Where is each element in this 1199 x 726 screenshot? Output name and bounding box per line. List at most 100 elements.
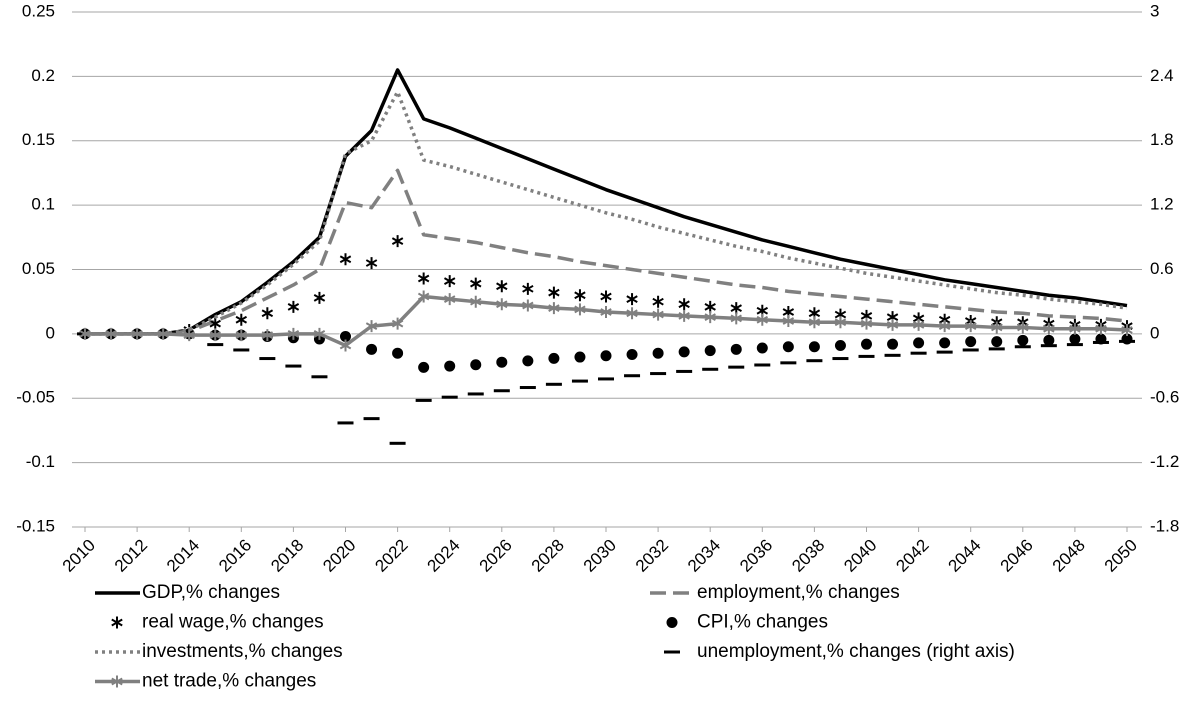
marker [808, 316, 821, 329]
marker [287, 327, 300, 340]
y2-tick-label: -1.8 [1150, 516, 1179, 535]
series-line [85, 90, 1128, 336]
x-tick-label: 2038 [788, 536, 828, 576]
marker [209, 317, 221, 330]
marker [131, 327, 143, 340]
marker [443, 359, 457, 373]
marker [600, 305, 612, 318]
marker [1095, 322, 1107, 335]
legend-swatch [665, 616, 679, 629]
x-tick-label: 2032 [632, 536, 672, 576]
marker [235, 313, 248, 326]
marker [287, 300, 300, 313]
y2-tick-label: 2.4 [1150, 66, 1174, 85]
marker [521, 354, 535, 368]
marker [470, 277, 482, 290]
marker [1119, 339, 1135, 343]
marker [964, 335, 978, 349]
legend: GDP,% changes employment,% changes real wa… [95, 582, 1015, 692]
marker [311, 375, 328, 379]
marker [548, 286, 560, 299]
marker [313, 327, 326, 340]
marker [496, 298, 508, 311]
x-tick-label: 2048 [1049, 536, 1089, 576]
marker [391, 346, 405, 360]
marker [834, 316, 847, 329]
x-tick-label: 2024 [424, 536, 464, 576]
marker [676, 369, 693, 373]
marker [545, 382, 562, 386]
marker [207, 343, 224, 347]
marker [625, 347, 639, 361]
legend-label: investments,% changes [142, 641, 343, 662]
marker [1121, 324, 1133, 337]
marker [495, 355, 509, 369]
marker [363, 417, 380, 421]
marker [988, 347, 1005, 351]
marker [860, 337, 873, 351]
marker [858, 354, 875, 358]
marker [651, 346, 665, 360]
marker [624, 374, 641, 378]
marker [782, 315, 795, 327]
marker [443, 275, 456, 288]
y-tick-label: -0.05 [16, 388, 55, 407]
marker [339, 253, 352, 266]
x-tick-label: 2026 [476, 536, 516, 576]
marker [677, 345, 691, 359]
marker [417, 360, 431, 374]
legend-label: net trade,% changes [142, 671, 316, 692]
marker [233, 348, 250, 352]
marker [209, 329, 221, 342]
y2-tick-label: 3 [1150, 1, 1159, 20]
marker [886, 337, 900, 351]
y2-tick-label: -0.6 [1150, 388, 1179, 407]
marker [522, 299, 534, 312]
marker [469, 358, 483, 372]
marker [652, 295, 664, 308]
marker [441, 395, 458, 399]
marker [365, 342, 379, 356]
marker [626, 293, 638, 306]
x-tick-label: 2044 [945, 536, 985, 576]
marker [704, 300, 716, 313]
marker [703, 344, 717, 358]
marker [261, 329, 274, 342]
marker [910, 351, 927, 355]
marker [704, 311, 716, 324]
marker [443, 293, 456, 306]
series-line [85, 168, 1128, 336]
marker [574, 289, 586, 302]
legend-label: employment,% changes [697, 582, 900, 603]
x-tick-label: 2042 [892, 536, 932, 576]
marker [574, 303, 586, 316]
marker [493, 389, 510, 393]
marker [365, 320, 378, 333]
marker [754, 363, 771, 367]
marker [1014, 345, 1031, 349]
marker [806, 359, 823, 363]
marker [1043, 322, 1055, 335]
marker [729, 342, 743, 356]
marker [807, 340, 821, 354]
marker [886, 318, 899, 331]
y2-tick-label: 0.6 [1150, 259, 1174, 278]
marker [964, 320, 977, 333]
marker [573, 350, 587, 364]
x-tick-label: 2034 [684, 536, 724, 576]
x-tick-label: 2012 [111, 536, 151, 576]
marker [415, 398, 432, 402]
x-tick-label: 2036 [736, 536, 776, 576]
marker [598, 377, 614, 381]
y-tick-label: -0.15 [16, 516, 55, 535]
marker [522, 282, 534, 295]
x-tick-label: 2050 [1101, 536, 1141, 576]
marker [599, 349, 613, 363]
legend-swatch [111, 675, 123, 688]
x-tick-label: 2022 [371, 536, 411, 576]
marker [496, 280, 508, 293]
marker [912, 336, 926, 350]
marker [391, 317, 404, 330]
marker [391, 235, 404, 248]
